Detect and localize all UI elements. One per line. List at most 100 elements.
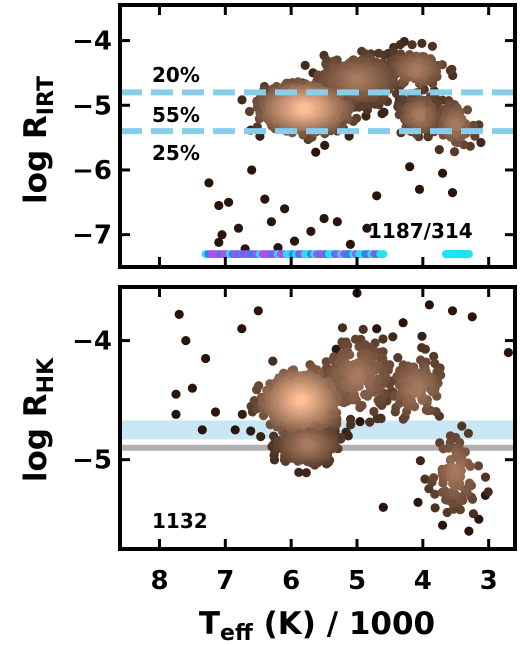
x-tick-label: 7 (216, 566, 234, 596)
scatter-point (268, 356, 278, 366)
scatter-point (480, 472, 491, 482)
annotation-25pct: 25% (152, 141, 200, 165)
bottom-frame (118, 285, 517, 551)
annotation-55pct: 55% (152, 103, 200, 127)
scatter-point (256, 432, 266, 442)
scatter-point (420, 344, 430, 354)
x-tick-label: 8 (150, 566, 168, 596)
top-frame (118, 3, 517, 269)
flag-point (379, 250, 388, 259)
annotation-20pct: 20% (152, 63, 200, 87)
scatter-point (214, 237, 224, 247)
scatter-point (450, 120, 460, 130)
scatter-point (181, 336, 191, 346)
scatter-point (434, 145, 444, 155)
scatter-point (464, 526, 474, 536)
scatter-point (464, 478, 475, 488)
scatter-point (337, 323, 348, 333)
scatter-point (420, 474, 430, 484)
scatter-point (417, 38, 427, 49)
scatter-point (336, 434, 346, 444)
scatter-point (296, 395, 306, 405)
scatter-point (289, 236, 300, 246)
scatter-point (405, 162, 415, 172)
bottom-y-axis-label: log RHK (18, 357, 59, 482)
scatter-point (230, 425, 240, 435)
scatter-point (415, 109, 425, 120)
scatter-point (362, 223, 372, 233)
scatter-point (463, 428, 473, 438)
scatter-point (429, 473, 439, 483)
x-axis-label: Teff (K) / 1000 (199, 606, 435, 645)
y-tick-label: −4 (72, 27, 112, 57)
scatter-point (438, 520, 448, 530)
scatter-point (355, 417, 365, 427)
flag-point (464, 250, 473, 259)
scatter-point (351, 372, 361, 382)
top-y-axis-label: log RIRT (18, 76, 59, 204)
x-tick-label: 5 (348, 566, 366, 596)
scatter-point (214, 200, 224, 211)
top-panel: −4 −5 −6 −7 20% 55% 25% 1187/314 log RIRT (18, 3, 517, 269)
scatter-point (374, 48, 384, 58)
scatter-point (204, 178, 214, 188)
scatter-point (244, 106, 255, 117)
y-tick-label: −5 (72, 91, 112, 121)
scatter-point (372, 324, 382, 334)
scatter-point (247, 165, 257, 175)
scatter-point (372, 191, 382, 201)
top-scatter-points (120, 36, 515, 254)
scatter-point (373, 395, 383, 405)
scatter-point (299, 103, 310, 113)
scatter-point (443, 443, 454, 453)
scatter-point (365, 417, 375, 427)
scatter-point (385, 379, 395, 390)
scatter-point (483, 487, 493, 497)
scatter-point (174, 309, 184, 319)
scatter-point (369, 406, 379, 417)
scatter-point (389, 69, 399, 79)
scatter-point (413, 497, 423, 507)
scatter-point (421, 405, 431, 415)
scatter-point (473, 461, 484, 471)
y-tick-label: −5 (72, 446, 112, 476)
scatter-point (378, 502, 388, 512)
scatter-point (427, 41, 437, 51)
scatter-point (398, 318, 408, 328)
scatter-point (399, 95, 409, 105)
scatter-point (266, 217, 276, 227)
scatter-point (350, 334, 361, 344)
top-ticks: −4 −5 −6 −7 (72, 5, 515, 267)
scatter-point (393, 353, 403, 363)
scatter-point (415, 456, 425, 466)
scatter-point (254, 381, 264, 391)
scatter-point (476, 137, 486, 148)
scatter-point (303, 439, 314, 449)
scatter-point (171, 389, 181, 399)
bottom-scatter-points (171, 288, 513, 536)
scatter-point (332, 217, 342, 227)
scatter-point (197, 425, 207, 435)
scatter-point (346, 414, 356, 424)
scatter-point (273, 243, 283, 253)
scatter-point (395, 398, 405, 408)
scatter-point (237, 95, 247, 105)
scatter-point (391, 89, 402, 99)
scatter-point (301, 468, 311, 478)
scatter-point (414, 184, 425, 194)
bottom-ticks: 8 7 6 5 4 3 −4 −5 (72, 287, 515, 596)
top-flag-strip (201, 250, 473, 259)
annotation-count-bottom: 1132 (152, 509, 208, 533)
scatter-point (412, 381, 422, 391)
scatter-point (171, 409, 181, 419)
scatter-point (503, 347, 513, 358)
scatter-point (345, 239, 355, 249)
scatter-point (429, 351, 439, 361)
y-tick-label: −7 (72, 221, 112, 251)
scatter-point (357, 400, 367, 411)
x-tick-label: 3 (480, 566, 498, 596)
scatter-point (357, 100, 367, 110)
scatter-point (354, 342, 364, 352)
scatter-point (249, 396, 259, 406)
